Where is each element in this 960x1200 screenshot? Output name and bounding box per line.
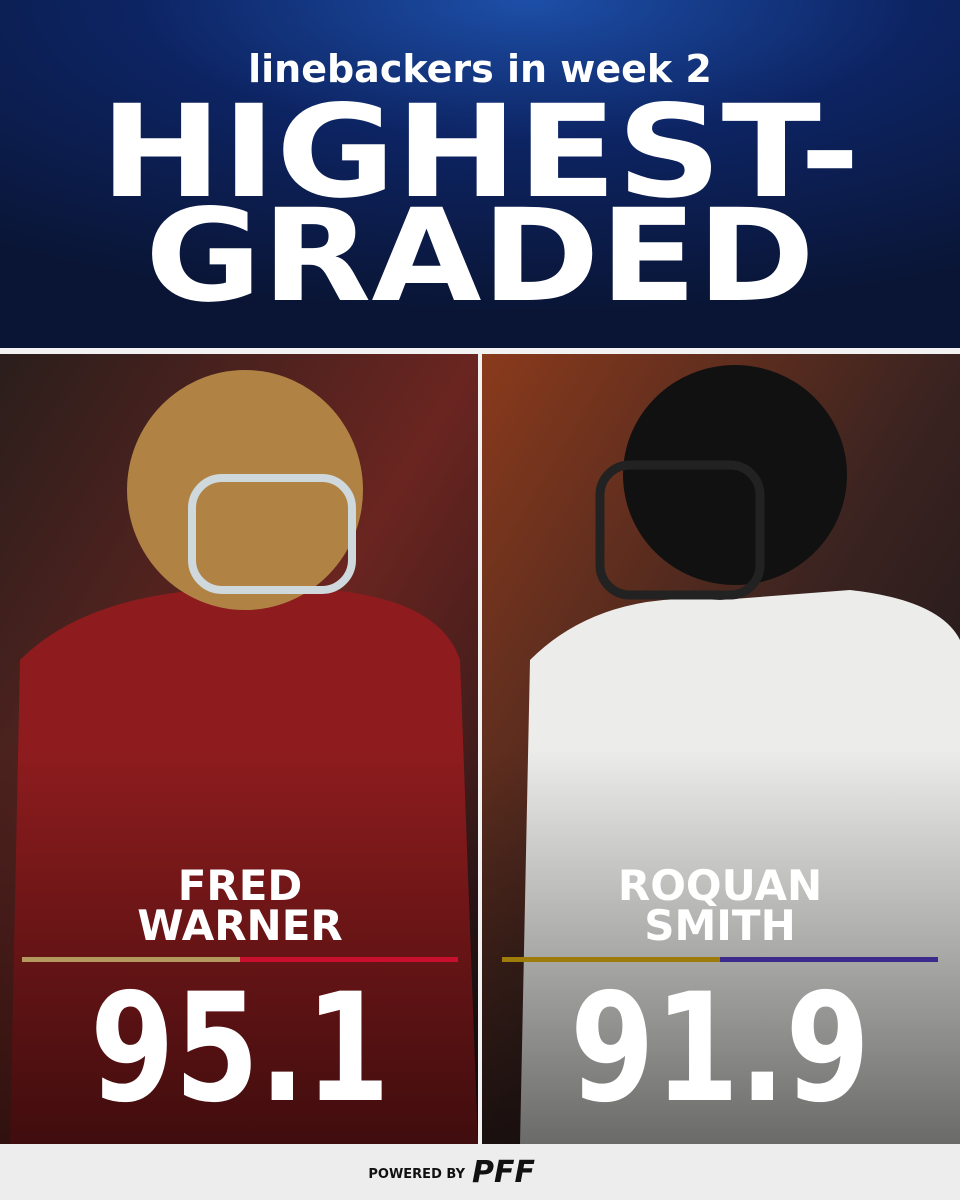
powered-by: POWERED BY [368,1167,465,1182]
player-name: SMITH [644,901,795,950]
header-bg [0,0,960,348]
player-name: ROQUAN [618,861,822,910]
subtitle: linebackers in week 2 [248,47,712,91]
title: GRADED [145,182,815,331]
footer-bg [0,1144,960,1200]
brand: PFF [472,1155,535,1190]
divider [0,348,960,354]
team-bar [240,957,458,962]
title: HIGHEST- [100,78,860,227]
grade: 91.9 [570,962,870,1136]
player-name: FRED [178,861,303,910]
team-bar [22,957,240,962]
team-bar [720,957,938,962]
player-name: WARNER [137,901,342,950]
team-bar [502,957,720,962]
grade: 95.1 [90,962,390,1136]
panel-divider [478,354,482,1144]
